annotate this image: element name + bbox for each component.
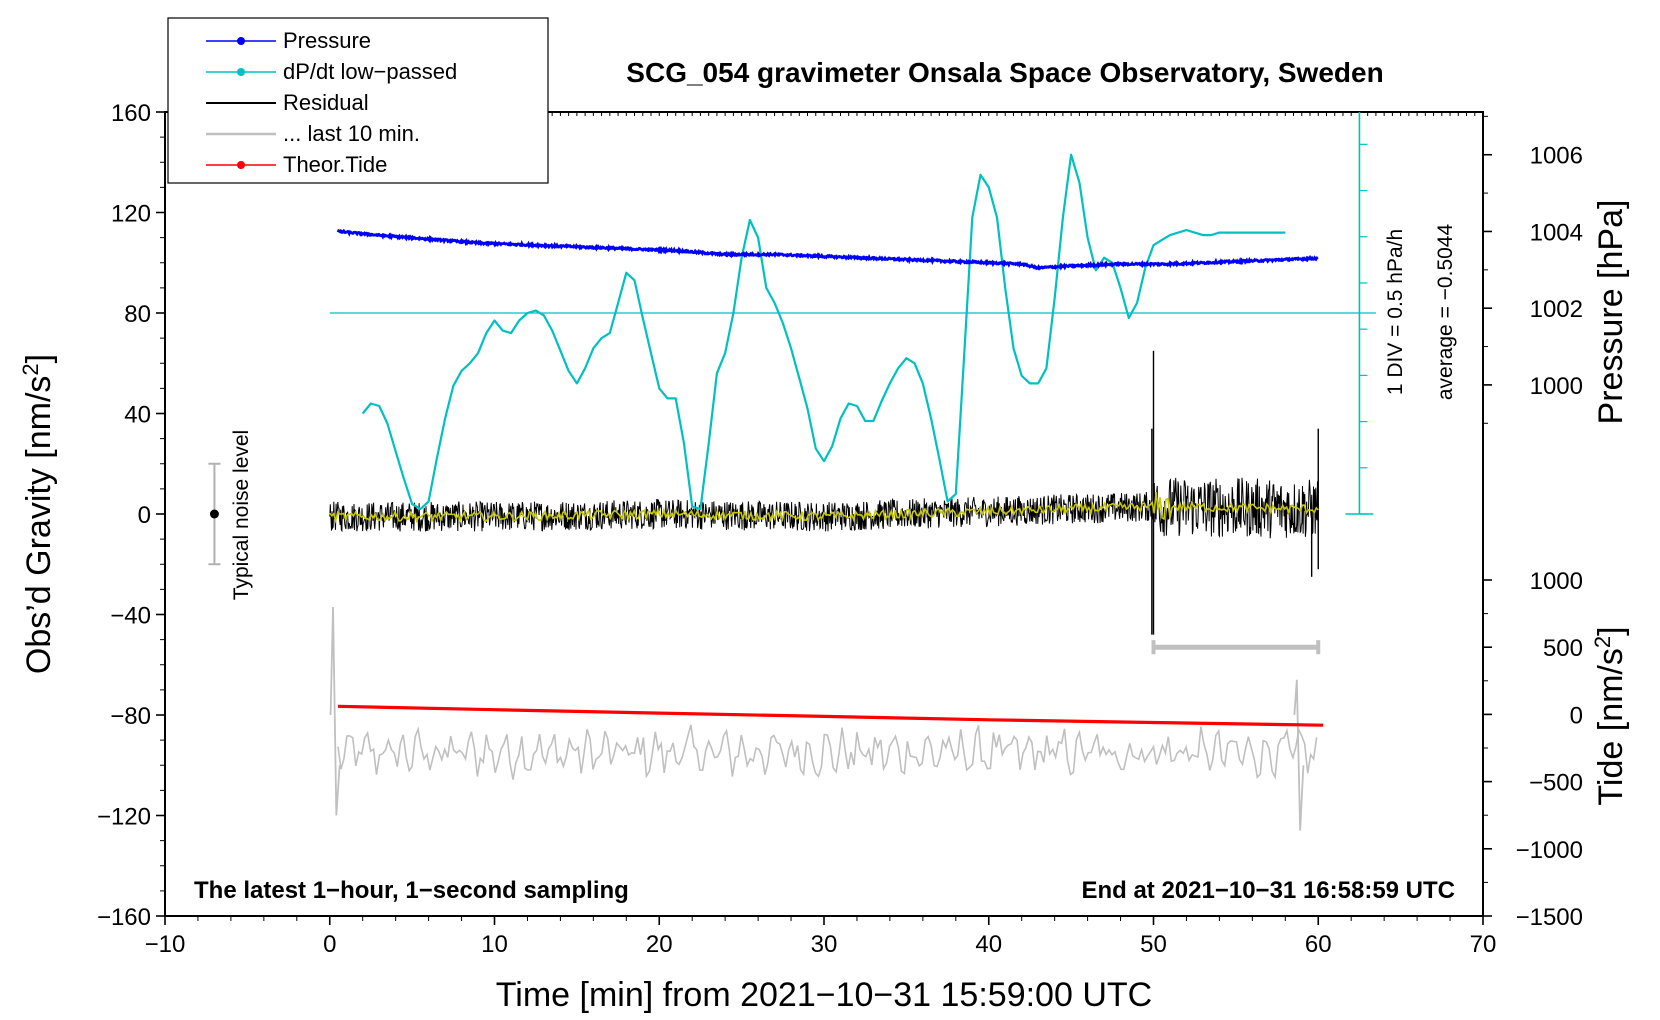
x-axis-label: Time [min] from 2021−10−31 15:59:00 UTC xyxy=(496,976,1152,1014)
y-tick-label: 160 xyxy=(111,100,151,127)
y-tick-label: 40 xyxy=(124,402,151,429)
left-axis-label-sup: 2 xyxy=(18,363,43,375)
x-tick-label: 10 xyxy=(481,931,508,958)
y-tick-label: 80 xyxy=(124,301,151,328)
y-tick-label: 0 xyxy=(138,502,151,529)
tide-tick-label: −500 xyxy=(1529,770,1583,797)
last10-line xyxy=(337,724,1318,780)
pressure-tick-label: 1000 xyxy=(1530,373,1583,400)
legend-label-dpdt: dP/dt low−passed xyxy=(283,59,457,84)
x-tick-label: −10 xyxy=(145,931,186,958)
legend-marker-pressure xyxy=(237,37,245,45)
pressure-tick-label: 1006 xyxy=(1530,143,1583,170)
tide-axis-label-end: ] xyxy=(1592,626,1630,635)
legend-box xyxy=(167,17,549,184)
y-tick-label: −80 xyxy=(110,703,151,730)
residual-smoothed-line xyxy=(329,492,1319,524)
pressure-line xyxy=(336,228,1319,271)
last10-spike xyxy=(1293,679,1305,831)
tide-axis-label-sup: 2 xyxy=(1590,636,1615,648)
series-layer xyxy=(329,153,1324,831)
dpdt-div-label: 1 DIV = 0.5 hPa/h xyxy=(1384,229,1407,395)
legend-label-tide: Theor.Tide xyxy=(283,152,387,177)
tide-axis-label-main: Tide [nm/s xyxy=(1592,648,1630,805)
sampling-note: The latest 1−hour, 1−second sampling xyxy=(194,877,629,904)
tide-tick-label: −1000 xyxy=(1516,837,1583,864)
x-tick-label: 70 xyxy=(1470,931,1497,958)
tide-tick-label: −1500 xyxy=(1516,904,1583,931)
dpdt-average-label: average = −0.5044 xyxy=(1434,224,1457,401)
legend-marker-tide xyxy=(237,161,245,169)
tide-tick-label: 1000 xyxy=(1530,568,1583,595)
tide-line xyxy=(337,704,1324,727)
tide-tick-label: 0 xyxy=(1570,702,1583,729)
x-tick-label: 50 xyxy=(1140,931,1167,958)
left-axis-label-main: Obs’d Gravity [nm/s xyxy=(20,376,58,675)
x-tick-label: 40 xyxy=(975,931,1002,958)
noise-bar-center xyxy=(209,509,219,519)
tide-axis-label: Tide [nm/s2] xyxy=(1590,626,1630,805)
legend-label-last10: ... last 10 min. xyxy=(283,121,420,146)
left-axis-label: Obs’d Gravity [nm/s2] xyxy=(18,354,58,674)
chart-title: SCG_054 gravimeter Onsala Space Observat… xyxy=(626,57,1383,88)
x-tick-label: 20 xyxy=(646,931,673,958)
y-tick-label: −120 xyxy=(97,804,151,831)
x-tick-label: 30 xyxy=(811,931,838,958)
x-tick-label: 60 xyxy=(1305,931,1332,958)
legend: Pressure dP/dt low−passed Residual ... l… xyxy=(167,17,549,184)
noise-level-label: Typical noise level xyxy=(230,430,253,600)
end-time-note: End at 2021−10−31 16:58:59 UTC xyxy=(1081,877,1455,904)
residual-line xyxy=(329,477,1319,539)
legend-marker-dpdt xyxy=(237,68,245,76)
axes-layer: −10 0 10 20 30 40 50 60 70 −160 −120 −80 −40 0 40 80 120… xyxy=(97,100,1583,958)
left-axis-label-end: ] xyxy=(20,354,58,363)
last10-spike xyxy=(329,606,341,816)
y-tick-label: −160 xyxy=(97,904,151,931)
legend-label-pressure: Pressure xyxy=(283,28,371,53)
x-tick-label: 0 xyxy=(323,931,336,958)
dpdt-line xyxy=(361,153,1286,511)
pressure-tick-label: 1002 xyxy=(1530,296,1583,323)
y-tick-label: 120 xyxy=(111,201,151,228)
tide-tick-label: 500 xyxy=(1543,635,1583,662)
legend-label-residual: Residual xyxy=(283,90,369,115)
pressure-axis-label: Pressure [hPa] xyxy=(1592,200,1630,425)
y-tick-label: −40 xyxy=(110,603,151,630)
pressure-tick-label: 1004 xyxy=(1530,219,1583,246)
